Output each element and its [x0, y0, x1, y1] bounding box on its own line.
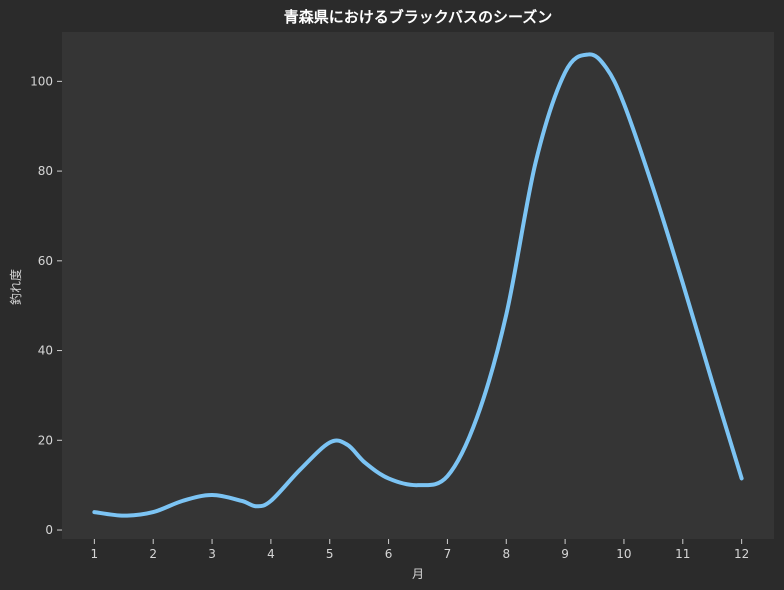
x-tick-label: 6 — [385, 547, 393, 561]
y-tick-label: 40 — [38, 344, 53, 358]
x-tick-label: 4 — [267, 547, 275, 561]
chart-title: 青森県におけるブラックバスのシーズン — [284, 8, 553, 26]
x-tick-label: 10 — [616, 547, 631, 561]
y-tick-label: 100 — [30, 74, 53, 88]
x-axis-label: 月 — [412, 567, 424, 581]
x-tick-label: 5 — [326, 547, 334, 561]
x-tick-label: 12 — [734, 547, 749, 561]
series-line — [92, 52, 744, 518]
series-group — [92, 52, 744, 518]
x-tick-label: 9 — [561, 547, 569, 561]
x-tick-label: 3 — [208, 547, 216, 561]
x-tick-label: 11 — [675, 547, 690, 561]
y-axis-label: 釣れ度 — [8, 269, 23, 305]
y-tick-label: 0 — [45, 523, 53, 537]
x-tick-label: 8 — [502, 547, 510, 561]
plot-area — [62, 32, 774, 539]
y-tick-label: 80 — [38, 164, 53, 178]
x-tick-label: 2 — [149, 547, 157, 561]
x-axis: 1 2 3 4 5 6 7 8 9 10 11 12 — [91, 539, 749, 561]
x-tick-label: 7 — [444, 547, 452, 561]
x-tick-label: 1 — [91, 547, 99, 561]
y-axis: 0 20 40 60 80 100 — [30, 74, 62, 537]
y-tick-label: 60 — [38, 254, 53, 268]
y-tick-label: 20 — [38, 433, 53, 447]
